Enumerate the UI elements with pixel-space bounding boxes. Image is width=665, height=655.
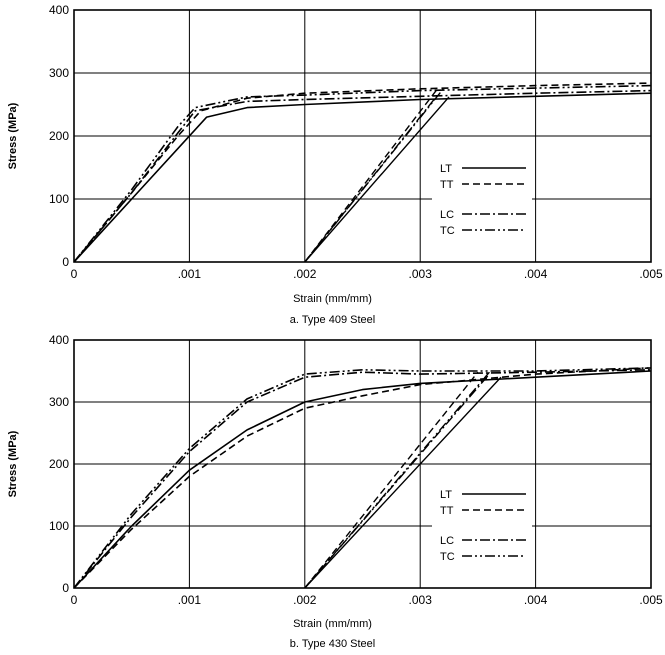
reload-line-tc [304, 88, 444, 263]
x-tick-label: 0 [71, 267, 78, 281]
series-line-tt [73, 82, 652, 263]
legend-label-lc: LC [440, 535, 454, 547]
x-tick-label: .003 [409, 267, 433, 281]
y-tick-label: 200 [49, 129, 69, 143]
legend-label-lt: LT [440, 163, 452, 175]
legend-background [432, 156, 532, 238]
x-tick-label: .005 [639, 267, 663, 281]
x-tick-label: 0 [71, 593, 78, 607]
legend-label-tt: TT [440, 505, 454, 517]
series-line-tc [73, 84, 652, 263]
series-line-lc [73, 89, 652, 263]
x-tick-label: .002 [293, 267, 317, 281]
legend-label-tc: TC [440, 551, 455, 563]
legend-background [432, 482, 532, 564]
y-tick-label: 0 [62, 581, 69, 595]
legend: LT TT LC TC [432, 482, 532, 564]
reload-line-tc [304, 371, 490, 589]
x-tick-label: .001 [178, 267, 202, 281]
series-line-lt [73, 370, 652, 589]
x-tick-label: .004 [524, 593, 548, 607]
y-tick-label: 200 [49, 457, 69, 471]
y-axis-label: Stress (MPa) [7, 102, 19, 169]
y-tick-label: 300 [49, 66, 69, 80]
y-tick-label: 300 [49, 395, 69, 409]
x-tick-label: .003 [409, 593, 433, 607]
series-line-tc [73, 367, 652, 589]
panel-caption: b. Type 430 Steel [290, 638, 375, 650]
y-tick-label: 400 [49, 333, 69, 347]
x-axis-label: Strain (mm/mm) [293, 293, 372, 305]
y-axis-label: Stress (MPa) [7, 430, 19, 497]
plot-frame [73, 9, 652, 263]
x-tick-label: .001 [178, 593, 202, 607]
reload-line-tt [304, 371, 479, 589]
legend-label-lc: LC [440, 209, 454, 221]
series-line-tt [73, 367, 652, 589]
legend-label-tc: TC [440, 225, 455, 237]
panel-type-430: 0 .001 .002 .003 .004 .005 0 100 200 300 400 Strain… [7, 333, 663, 650]
legend: LT TT LC TC [432, 156, 532, 238]
legend-label-tt: TT [440, 179, 454, 191]
x-tick-label: .004 [524, 267, 548, 281]
y-tick-label: 400 [49, 3, 69, 17]
x-tick-label: .005 [639, 593, 663, 607]
panel-caption: a. Type 409 Steel [290, 314, 375, 326]
series-line-lc [73, 369, 652, 589]
y-tick-label: 100 [49, 519, 69, 533]
reload-line-lt [304, 376, 502, 589]
panel-type-409: 0 .001 .002 .003 .004 .005 0 100 200 300 400 Strain… [7, 3, 663, 326]
reload-line-lc [304, 373, 490, 589]
reload-line-lt [304, 96, 450, 263]
series-line-lt [73, 92, 652, 263]
legend-label-lt: LT [440, 489, 452, 501]
x-axis-label: Strain (mm/mm) [293, 618, 372, 630]
x-tick-label: .002 [293, 593, 317, 607]
y-tick-label: 0 [62, 255, 69, 269]
y-tick-label: 100 [49, 192, 69, 206]
plot-frame [73, 339, 652, 589]
